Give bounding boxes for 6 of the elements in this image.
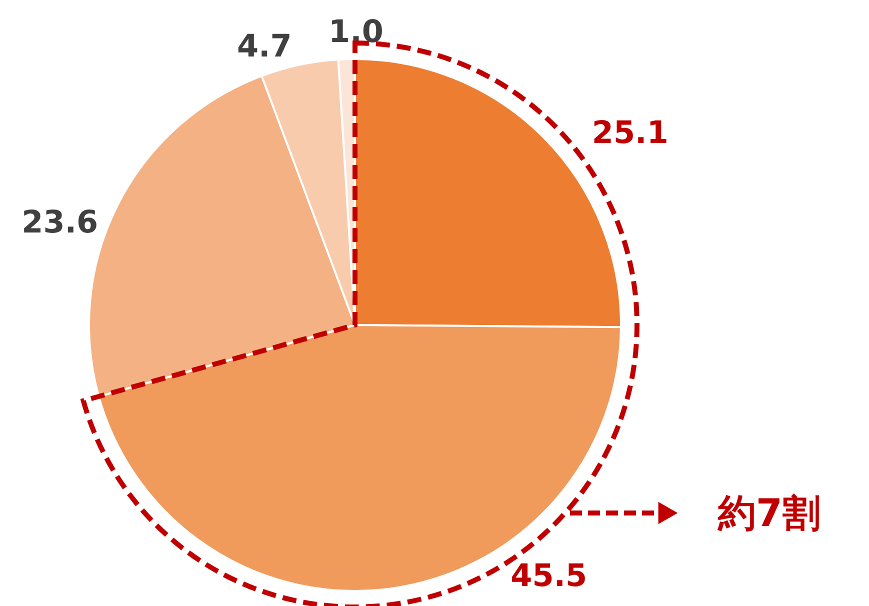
data-label: 45.5 — [510, 558, 588, 594]
data-label: 23.6 — [22, 204, 98, 241]
data-label: 4.7 — [236, 28, 292, 64]
data-label: 25.1 — [592, 114, 668, 151]
text: 約7割 — [717, 491, 820, 535]
data-label: 1.0 — [328, 14, 384, 50]
